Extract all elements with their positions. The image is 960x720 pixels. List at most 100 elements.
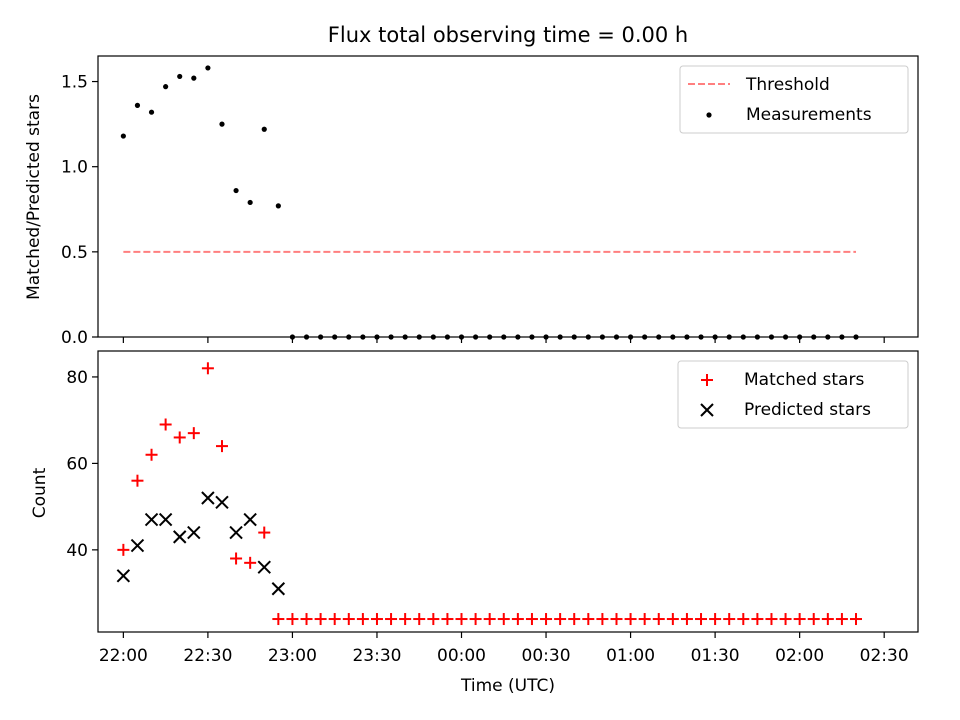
matched-star-point — [244, 556, 257, 569]
measurement-point — [219, 121, 225, 127]
predicted-star-point — [158, 512, 173, 527]
matched-star-point — [201, 362, 214, 375]
matched-star-point — [596, 613, 609, 626]
matched-star-point — [807, 613, 820, 626]
matched-star-point — [230, 552, 243, 565]
matched-star-point — [765, 613, 778, 626]
predicted-star-point — [116, 569, 131, 583]
matched-star-point — [624, 613, 637, 626]
legend-measurements-label: Measurements — [746, 105, 872, 125]
matched-star-point — [568, 613, 581, 626]
predicted-star-point — [130, 538, 145, 553]
matched-star-point — [723, 613, 736, 626]
matched-star-point — [483, 613, 496, 626]
bottom-xtick-label: 02:00 — [775, 646, 824, 666]
top-ytick-label: 1.5 — [61, 73, 88, 93]
bottom-xtick-label: 01:30 — [691, 646, 740, 666]
measurement-point — [261, 126, 267, 132]
matched-star-point — [215, 440, 228, 453]
matched-star-point — [427, 613, 440, 626]
measurement-point — [177, 73, 183, 80]
bottom-legend-box — [677, 360, 909, 429]
legend-matched-label: Matched stars — [744, 370, 864, 390]
matched-star-point — [455, 613, 468, 626]
matched-star-point — [709, 613, 722, 626]
top-panel-frame — [97, 55, 919, 338]
matched-star-point — [680, 613, 693, 626]
legend-predicted-swatch — [700, 403, 714, 417]
top-panel-title: Flux total observing time = 0.00 h — [328, 23, 688, 47]
matched-star-point — [300, 613, 313, 626]
bottom-xtick-label: 00:30 — [522, 646, 571, 666]
matched-star-point — [638, 613, 651, 626]
bottom-panel-xlabel: Time (UTC) — [460, 676, 555, 696]
bottom-ytick-label: 60 — [66, 454, 88, 474]
top-panel-ylabel: Matched/Predicted stars — [24, 94, 44, 300]
predicted-star-point — [187, 525, 201, 540]
matched-star-point — [272, 613, 285, 626]
matched-star-point — [370, 613, 383, 626]
matched-star-point — [497, 613, 510, 626]
measurement-point — [163, 84, 169, 90]
bottom-xtick-label: 01:00 — [606, 646, 655, 666]
bottom-ytick-label: 80 — [66, 368, 88, 388]
matched-star-point — [399, 613, 412, 626]
top-legend: Threshold Measurements — [679, 65, 909, 134]
measurement-point — [205, 65, 211, 71]
bottom-xtick-label: 22:30 — [183, 646, 232, 666]
matched-star-point — [850, 613, 863, 626]
matched-star-point — [385, 613, 398, 626]
bottom-panel: Count Time (UTC) 40 60 80 22:00 22:30 23:00 23… — [30, 350, 919, 696]
matched-star-point — [835, 613, 848, 626]
matched-star-point — [258, 526, 271, 539]
matched-star-point — [145, 448, 158, 461]
legend-matched-swatch — [701, 374, 713, 386]
bottom-xtick-label: 23:30 — [352, 646, 401, 666]
predicted-star-point — [257, 560, 271, 574]
bottom-xtick-label: 02:30 — [860, 646, 909, 666]
bottom-xtick-label: 00:00 — [437, 646, 486, 666]
bottom-ytick-label: 40 — [66, 541, 88, 561]
matched-star-point — [751, 613, 764, 626]
matched-star-point — [652, 613, 665, 626]
legend-predicted-label: Predicted stars — [744, 400, 871, 420]
matched-star-point — [328, 613, 341, 626]
measurement-point — [120, 133, 126, 139]
legend-measurements-swatch — [706, 112, 712, 118]
predicted-star-point — [201, 491, 215, 505]
top-ytick-label: 0.0 — [61, 328, 88, 348]
matched-star-point — [173, 431, 186, 444]
predicted-star-point — [243, 512, 257, 527]
matched-star-point — [314, 613, 327, 626]
bottom-panel-frame — [97, 350, 919, 633]
matched-star-point — [469, 613, 482, 626]
matched-star-point — [821, 613, 834, 626]
top-ytick-label: 1.0 — [61, 158, 88, 178]
matched-star-point — [286, 613, 299, 626]
top-legend-box — [679, 65, 909, 134]
measurement-point — [134, 102, 141, 108]
predicted-star-point — [215, 495, 229, 510]
matched-star-point — [737, 613, 750, 626]
bottom-panel-ylabel: Count — [30, 467, 50, 518]
matched-star-point — [187, 427, 200, 440]
top-panel: Flux total observing time = 0.00 h Match… — [24, 23, 919, 348]
measurement-point — [191, 75, 197, 81]
predicted-star-point — [271, 582, 286, 596]
top-ytick-label: 0.5 — [61, 243, 88, 263]
legend-threshold-label: Threshold — [745, 75, 830, 95]
matched-star-point — [793, 613, 806, 626]
matched-star-point — [695, 613, 708, 626]
measurement-point — [148, 109, 155, 115]
matched-star-point — [554, 613, 567, 626]
predicted-star-point — [144, 512, 159, 527]
predicted-star-point — [229, 525, 243, 540]
measurement-point — [275, 203, 281, 209]
matched-star-point — [342, 613, 355, 626]
matched-star-point — [131, 474, 144, 487]
matched-star-point — [356, 613, 369, 626]
matched-star-point — [525, 613, 538, 626]
matched-star-point — [540, 613, 553, 626]
matched-star-point — [413, 613, 426, 626]
